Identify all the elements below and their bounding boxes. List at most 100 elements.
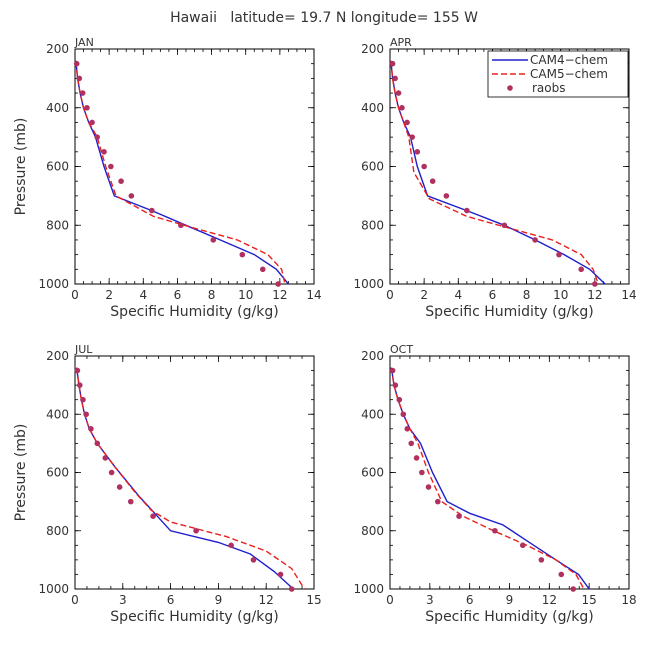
raobs-point <box>404 426 411 432</box>
raobs-point <box>408 440 415 447</box>
x-axis-title: Specific Humidity (g/kg) <box>425 304 593 320</box>
x-axis-title: Specific Humidity (g/kg) <box>425 609 593 625</box>
raobs-point <box>88 426 94 432</box>
x-tick-label: 9 <box>506 593 514 607</box>
x-tick-label: 12 <box>542 593 557 607</box>
raobs-point <box>76 382 83 388</box>
y-axis-title: Pressure (mb) <box>13 118 29 216</box>
x-tick-label: 12 <box>587 288 602 302</box>
y-tick-label: 800 <box>361 218 384 232</box>
raobs-point <box>570 586 577 592</box>
x-tick-label: 10 <box>238 288 253 302</box>
raobs-point <box>127 498 134 505</box>
cam5-series-line <box>390 367 585 590</box>
y-tick-label: 800 <box>46 524 69 538</box>
x-tick-label: 0 <box>71 288 79 302</box>
x-tick-label: 0 <box>71 593 79 607</box>
raobs-point <box>149 207 155 214</box>
raobs-point <box>193 527 199 534</box>
panel-jul: 0 3 6 9 12 15 200 400 600 800 1000 JUL Specific Humi… <box>13 343 322 625</box>
raobs-point <box>404 119 410 126</box>
raobs-point <box>464 207 470 214</box>
y-tick-label: 600 <box>46 160 69 174</box>
panel-jan: 0 2 4 6 8 10 12 14 200 400 600 800 1000 JAN Specific H… <box>13 36 322 320</box>
raobs-point <box>73 60 80 67</box>
raobs-point <box>400 411 407 418</box>
raobs-point <box>592 281 598 287</box>
y-tick-label: 600 <box>361 466 384 480</box>
y-tick-label: 600 <box>361 160 384 174</box>
x-tick-label: 14 <box>306 288 321 302</box>
y-tick-label: 200 <box>361 349 384 363</box>
x-tick-label: 0 <box>386 593 394 607</box>
x-tick-label: 4 <box>139 288 147 302</box>
panel-label: APR <box>390 36 412 49</box>
panel-oct: 0 3 6 9 12 15 18 200 400 600 800 1000 OCT Specific Hu… <box>353 343 636 625</box>
x-tick-label: 2 <box>420 288 428 302</box>
raobs-point <box>419 469 425 476</box>
raobs-point <box>116 484 123 490</box>
raobs-point <box>94 440 101 447</box>
raobs-point <box>76 75 83 82</box>
raobs-point <box>456 513 462 519</box>
x-tick-label: 12 <box>259 593 274 607</box>
raobs-point <box>389 60 396 67</box>
raobs-point <box>519 542 526 549</box>
raobs-point <box>409 134 415 140</box>
raobs-point <box>392 75 398 82</box>
raobs-point <box>108 163 114 170</box>
raobs-point <box>538 557 545 563</box>
x-axis-title: Specific Humidity (g/kg) <box>110 304 278 320</box>
raobs-point <box>83 411 89 418</box>
y-axis-title: Pressure (mb) <box>13 424 29 522</box>
panel-label: JAN <box>74 36 94 49</box>
y-tick-label: 1000 <box>38 582 69 596</box>
raobs-point <box>558 571 565 578</box>
raobs-point <box>102 455 109 461</box>
y-tick-label: 1000 <box>353 277 384 291</box>
raobs-point <box>389 367 396 374</box>
cam4-series-line <box>75 60 289 285</box>
raobs-point <box>79 90 86 96</box>
x-tick-label: 3 <box>426 593 434 607</box>
plot-frame <box>389 355 630 590</box>
raobs-point <box>101 149 107 155</box>
raobs-point <box>259 266 266 273</box>
raobs-point <box>392 382 399 388</box>
raobs-point <box>443 193 450 199</box>
x-tick-label: 14 <box>621 288 636 302</box>
y-tick-label: 400 <box>46 101 69 115</box>
x-tick-label: 6 <box>489 288 497 302</box>
x-tick-label: 8 <box>208 288 216 302</box>
y-tick-label: 200 <box>46 349 69 363</box>
raobs-point <box>94 134 100 140</box>
raobs-point <box>429 178 436 184</box>
legend-raobs-marker <box>507 85 513 91</box>
cam4-series-line <box>390 367 590 590</box>
y-tick-label: 1000 <box>38 277 69 291</box>
raobs-point <box>128 193 135 199</box>
x-tick-label: 3 <box>119 593 127 607</box>
x-tick-label: 6 <box>174 288 182 302</box>
raobs-point <box>84 104 90 111</box>
raobs-point <box>421 163 427 170</box>
x-tick-label: 8 <box>523 288 531 302</box>
raobs-point <box>228 542 234 549</box>
y-tick-label: 400 <box>361 407 384 421</box>
legend-raobs-label: raobs <box>532 81 566 95</box>
raobs-point <box>178 222 184 229</box>
x-tick-label: 0 <box>386 288 394 302</box>
y-tick-label: 800 <box>361 524 384 538</box>
x-tick-label: 15 <box>306 593 321 607</box>
x-axis-title: Specific Humidity (g/kg) <box>110 609 278 625</box>
x-tick-label: 2 <box>105 288 113 302</box>
x-tick-label: 15 <box>582 593 597 607</box>
raobs-point <box>532 237 538 243</box>
panel-apr: 0 2 4 6 8 10 12 14 200 400 600 800 1000 APR Specific H… <box>353 36 636 320</box>
raobs-point <box>556 251 562 258</box>
raobs-point <box>501 222 508 229</box>
raobs-point <box>399 104 405 111</box>
